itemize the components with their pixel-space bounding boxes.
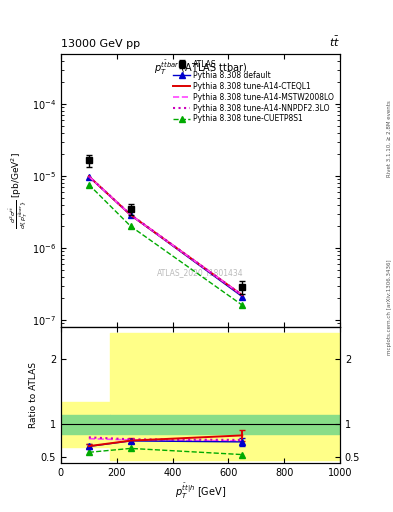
Pythia 8.308 tune-A14-NNPDF2.3LO (128, 211, 133, 218)
Text: Rivet 3.1.10, ≥ 2.8M events: Rivet 3.1.10, ≥ 2.8M events (387, 100, 392, 177)
Pythia 8.308 tune-A14-NNPDF2.3LO (240, 292, 244, 298)
Pythia 8.308 tune-CUETP8S1 (86, 181, 91, 187)
Y-axis label: $\frac{d^2\sigma^{t\bar{t}}}{d\{p^{t\bar{t}bar}_T\}}$ [pb/GeV$^2$]: $\frac{d^2\sigma^{t\bar{t}}}{d\{p^{t\bar… (8, 152, 31, 229)
Pythia 8.308 tune-A14-MSTW2008LO (128, 212, 133, 218)
Pythia 8.308 tune-CUETP8S1 (128, 223, 133, 229)
X-axis label: $p^{\bar{t}t|h}_T$ [GeV]: $p^{\bar{t}t|h}_T$ [GeV] (175, 481, 226, 501)
Line: Pythia 8.308 default: Pythia 8.308 default (86, 174, 245, 300)
Pythia 8.308 tune-A14-CTEQL1 (240, 292, 244, 298)
Text: $t\bar{t}$: $t\bar{t}$ (329, 34, 340, 49)
Pythia 8.308 tune-A14-CTEQL1 (86, 173, 91, 179)
Y-axis label: Ratio to ATLAS: Ratio to ATLAS (29, 362, 38, 428)
Line: Pythia 8.308 tune-A14-CTEQL1: Pythia 8.308 tune-A14-CTEQL1 (89, 176, 242, 295)
Pythia 8.308 tune-A14-MSTW2008LO (86, 173, 91, 179)
Line: Pythia 8.308 tune-A14-NNPDF2.3LO: Pythia 8.308 tune-A14-NNPDF2.3LO (89, 176, 242, 295)
Pythia 8.308 tune-A14-NNPDF2.3LO (86, 173, 91, 179)
Text: 13000 GeV pp: 13000 GeV pp (61, 38, 140, 49)
Text: mcplots.cern.ch [arXiv:1306.3436]: mcplots.cern.ch [arXiv:1306.3436] (387, 260, 392, 355)
Line: Pythia 8.308 tune-CUETP8S1: Pythia 8.308 tune-CUETP8S1 (86, 182, 245, 308)
Pythia 8.308 default (128, 212, 133, 218)
Pythia 8.308 default (86, 174, 91, 180)
Legend: ATLAS, Pythia 8.308 default, Pythia 8.308 tune-A14-CTEQL1, Pythia 8.308 tune-A14: ATLAS, Pythia 8.308 default, Pythia 8.30… (171, 57, 336, 126)
Line: Pythia 8.308 tune-A14-MSTW2008LO: Pythia 8.308 tune-A14-MSTW2008LO (89, 176, 242, 295)
Pythia 8.308 default (240, 293, 244, 300)
Text: ATLAS_2020_I1801434: ATLAS_2020_I1801434 (157, 268, 244, 276)
Pythia 8.308 tune-A14-CTEQL1 (128, 212, 133, 218)
Pythia 8.308 tune-A14-MSTW2008LO (240, 292, 244, 298)
Text: $p_T^{t\bar{t}bar}$ (ATLAS ttbar): $p_T^{t\bar{t}bar}$ (ATLAS ttbar) (154, 59, 247, 77)
Pythia 8.308 tune-CUETP8S1 (240, 302, 244, 308)
